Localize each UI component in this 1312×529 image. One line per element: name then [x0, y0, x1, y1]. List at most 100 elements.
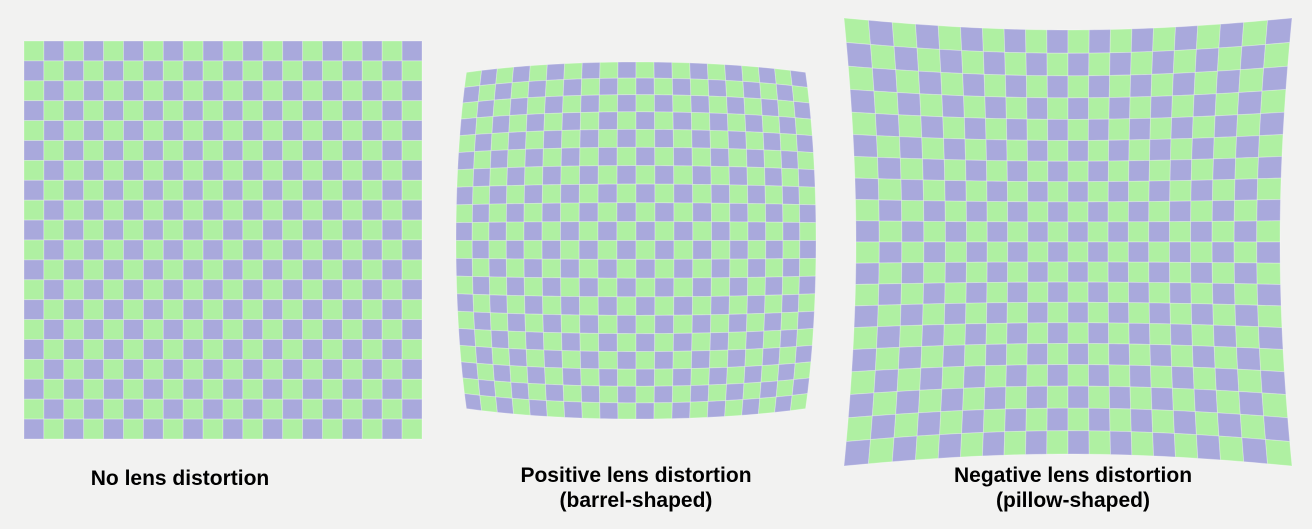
checker-cell [262, 259, 284, 281]
checker-cell [986, 221, 1009, 243]
checker-cell [474, 328, 493, 349]
checker-cell [798, 257, 817, 277]
checker-cell [741, 397, 761, 416]
checker-cell [222, 140, 244, 161]
checker-cell [103, 239, 124, 261]
checker-cell [653, 402, 673, 420]
checker-cell [654, 332, 674, 352]
checker-cell [897, 345, 923, 370]
checker-cell [142, 219, 164, 241]
checker-cell [1148, 200, 1171, 223]
checker-cell [708, 95, 728, 115]
checker-cell [361, 120, 383, 141]
checker-cell [796, 310, 815, 330]
checker-cell [1088, 430, 1111, 455]
checker-cell [727, 130, 747, 150]
checker-cell [597, 258, 618, 279]
checker-cell [242, 279, 264, 301]
checker-cell [63, 120, 85, 141]
checker-cell [1173, 25, 1199, 51]
checker-cell [965, 282, 988, 304]
checker-cell [1046, 52, 1069, 77]
checker-cell [690, 350, 711, 369]
checker-cell [673, 296, 694, 316]
checker-cell [222, 219, 244, 241]
checker-cell [222, 40, 244, 62]
checker-cell [262, 179, 284, 201]
checker-cell [83, 279, 105, 301]
checker-cell [1148, 241, 1171, 263]
checker-cell [763, 149, 783, 169]
checker-cell [103, 418, 124, 440]
checker-cell [941, 365, 965, 390]
checker-cell [262, 358, 284, 380]
checker-cell [1108, 364, 1131, 388]
checker-cell [401, 378, 423, 400]
checker-cell [1087, 221, 1109, 243]
checker-cell [961, 409, 985, 434]
checker-cell [986, 261, 1009, 283]
checker-cell [23, 120, 45, 141]
checker-cell [635, 258, 656, 279]
checker-cell [852, 326, 878, 350]
checker-cell [322, 100, 343, 122]
checker-cell [202, 398, 224, 420]
checker-cell [729, 277, 749, 297]
checker-cell [43, 299, 65, 321]
checker-cell [1127, 221, 1150, 243]
checker-cell [799, 240, 817, 259]
checker-cell [1004, 51, 1027, 76]
checker-cell [1149, 344, 1173, 367]
checker-cell [1027, 160, 1049, 183]
checker-cell [182, 339, 204, 360]
checkerboard-negative-pillow-distortion [843, 17, 1293, 467]
checker-cell [23, 398, 45, 420]
checker-cell [488, 258, 507, 278]
checker-cell [381, 199, 403, 221]
checker-cell [222, 80, 244, 102]
checker-cell [381, 179, 403, 201]
checker-cell [460, 100, 479, 120]
checker-cell [1237, 368, 1263, 394]
checker-cell [302, 140, 323, 161]
checker-cell [381, 100, 403, 122]
checker-cell [142, 259, 164, 281]
checker-cell [870, 413, 897, 440]
checker-cell [578, 183, 599, 204]
checker-cell [162, 120, 184, 141]
checker-cell [635, 61, 655, 79]
checker-cell [1169, 241, 1192, 263]
checker-cell [653, 77, 674, 96]
checker-cell [1190, 261, 1213, 284]
checker-cell [1171, 387, 1196, 413]
checker-cell [103, 159, 124, 181]
checker-cell [765, 240, 784, 260]
checker-cell [23, 259, 45, 281]
checker-cell [878, 241, 903, 264]
checker-cell [456, 168, 475, 188]
checker-cell [944, 282, 967, 305]
checker-cell [182, 279, 204, 301]
checker-cell [1047, 118, 1069, 141]
checker-cell [654, 277, 675, 298]
checker-cell [672, 350, 693, 370]
checker-cell [761, 347, 781, 367]
checker-cell [1213, 324, 1237, 348]
checker-cell [1152, 432, 1176, 458]
checker-cell [242, 80, 264, 102]
checker-cell [1193, 388, 1218, 414]
checker-cell [874, 113, 900, 138]
checker-cell [1190, 200, 1213, 223]
checker-cell [744, 114, 764, 133]
checker-cell [505, 258, 525, 278]
checker-cell [524, 148, 544, 168]
checker-cell [729, 202, 749, 223]
checker-cell [877, 178, 902, 201]
checker-cell [495, 66, 515, 85]
checker-cell [1128, 343, 1151, 367]
checker-cell [341, 418, 363, 440]
checker-cell [83, 239, 105, 261]
checker-cell [202, 259, 224, 281]
checker-cell [1067, 364, 1090, 387]
